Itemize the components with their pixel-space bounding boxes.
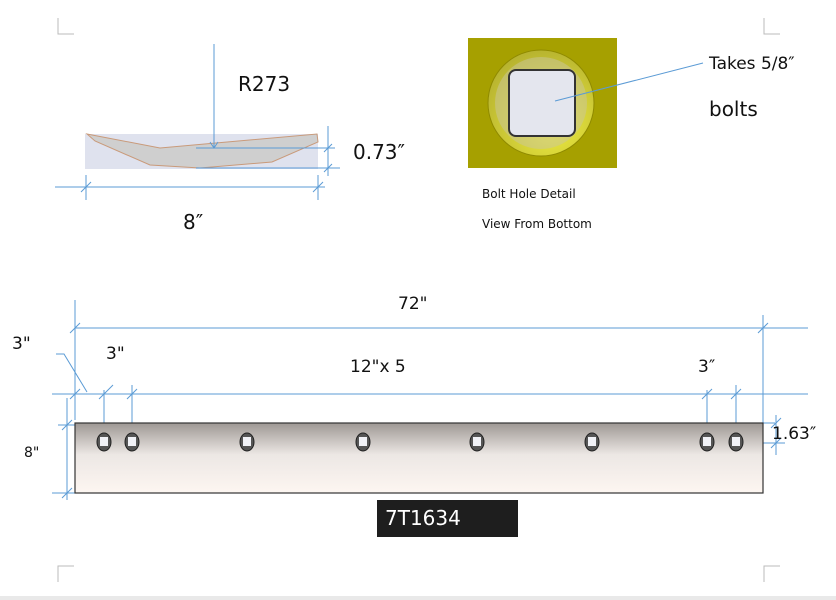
- bolt-callout: Takes 5/8″: [709, 54, 795, 74]
- bolt-hole-detail: [468, 38, 704, 168]
- part-number-label: 7T1634: [377, 500, 518, 537]
- width-label: 8″: [183, 210, 204, 234]
- bolt-hole-square: [703, 437, 711, 446]
- hole-height-label: 1.63″: [772, 424, 817, 444]
- bolt-hole-square: [243, 437, 251, 446]
- first-hole-label: 3": [106, 344, 125, 364]
- profile-view: [55, 44, 340, 200]
- bolt-detail-subcaption: View From Bottom: [482, 217, 592, 231]
- blade-body: [74, 422, 764, 494]
- bolt-detail-caption: Bolt Hole Detail: [482, 187, 576, 201]
- thickness-label: 0.73″: [353, 140, 406, 164]
- length-label: 72": [398, 294, 428, 314]
- last-hole-label: 3″: [698, 357, 716, 377]
- height-label: 8": [24, 445, 40, 461]
- bolt-holes: [96, 432, 744, 452]
- bolt-hole-square: [588, 437, 596, 446]
- bolt-hole-square: [128, 437, 136, 446]
- radius-label: R273: [238, 72, 291, 96]
- bolt-hole-square: [359, 437, 367, 446]
- bolt-callout-line2: bolts: [709, 97, 758, 121]
- spacing-label: 12"x 5: [350, 357, 406, 377]
- bolt-hole-square: [100, 437, 108, 446]
- edge-offset-label: 3": [12, 334, 31, 354]
- bolt-hole-square: [473, 437, 481, 446]
- page-corner-marks: [57, 18, 780, 582]
- bolt-hole-square: [732, 437, 740, 446]
